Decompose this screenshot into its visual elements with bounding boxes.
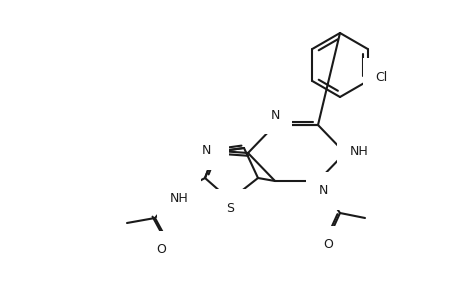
Text: NH: NH: [349, 145, 368, 158]
Text: S: S: [225, 202, 234, 214]
Text: N: N: [270, 109, 279, 122]
Text: N: N: [318, 184, 327, 197]
Text: O: O: [207, 145, 217, 158]
Text: NH: NH: [169, 191, 188, 205]
Text: Cl: Cl: [375, 70, 387, 83]
Text: O: O: [322, 238, 332, 251]
Text: N: N: [201, 143, 210, 157]
Text: O: O: [156, 244, 166, 256]
